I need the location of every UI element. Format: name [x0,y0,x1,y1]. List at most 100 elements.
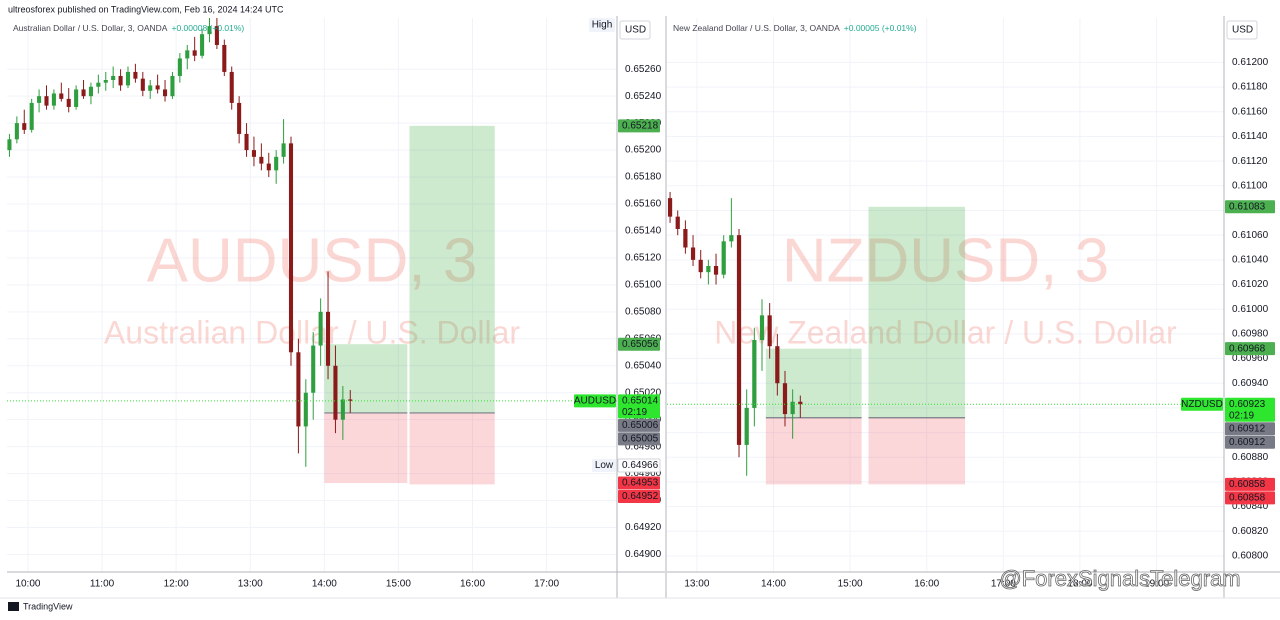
profit-zone [324,344,408,413]
candle-body [318,311,323,346]
profit-zone [868,206,966,418]
price-label: 0.60858 [1229,479,1266,490]
x-tick-label: 19:00 [1144,579,1169,590]
price-tag-box [592,459,616,473]
candle-body [14,123,19,140]
y-tick-label: 0.60800 [1232,551,1269,562]
x-tick-label: 15:00 [838,579,863,590]
price-label-box [1225,477,1275,491]
symbol-header: New Zealand Dollar / U.S. Dollar, 3, OAN… [673,23,917,33]
description-watermark: Australian Dollar / U.S. Dollar [104,314,520,350]
price-label-box [618,337,660,351]
plot-area: AUDUSD, 3 Australian Dollar / U.S. Dollar [7,18,617,572]
candle-body [200,34,205,56]
y-tick-label: 0.60840 [1232,501,1269,512]
watermark: @ForexSignalsTelegram [999,566,1240,591]
candle-body [706,266,711,273]
price-label: 0.65014 [622,395,659,406]
candle-body [274,156,279,171]
candle-body [721,241,726,275]
price-label-box [618,119,660,133]
candle-body [103,80,108,83]
price-label: 0.60968 [1229,343,1266,354]
chart-panel: AUDUSD, 3 Australian Dollar / U.S. Dollar… [7,16,665,598]
price-label: 0.65056 [622,339,659,350]
price-label-box [1225,422,1275,436]
price-label: 0.61083 [1229,201,1266,212]
price-label: 0.60923 [1229,399,1266,410]
x-tick-label: 14:00 [761,579,786,590]
candle-body [303,392,308,427]
candle-body [7,139,12,151]
price-label: 0.60912 [1229,437,1266,448]
candle-body [207,26,212,35]
y-tick-label: 0.60940 [1232,378,1269,389]
chart-panel: NZDUSD, 3 New Zealand Dollar / U.S. Dolla… [665,16,1280,598]
y-tick-label: 0.65140 [625,226,662,237]
y-tick-label: 0.61180 [1232,82,1268,93]
symbol-watermark: NZDUSD, 3 [782,226,1109,295]
candle-body [74,89,79,107]
candle-body [782,383,788,415]
price-label-box [1225,435,1275,449]
y-tick-label: 0.65120 [625,253,662,264]
symbol-description: Australian Dollar / U.S. Dollar, 3, OAND… [13,23,168,33]
candle-body [185,50,190,59]
candle-body [125,71,131,86]
candle-body [259,156,264,164]
candle-body [667,198,673,217]
price-label: 0.65005 [622,433,659,444]
y-tick-label: 0.61020 [1232,279,1269,290]
price-label-box [618,432,660,446]
price-label-box [1225,397,1275,422]
candle-body [348,399,353,401]
candle-body [251,150,256,157]
candle-body [698,259,703,273]
price-label-box [618,418,660,432]
price-label: 0.65006 [622,420,659,431]
y-tick-label: 0.60960 [1232,353,1269,364]
price-label-box [1225,200,1275,214]
profit-zone [765,348,862,418]
y-tick-label: 0.65080 [625,306,662,317]
candle-body [81,89,86,97]
candle-body [244,133,249,151]
x-tick-label: 17:00 [991,579,1016,590]
price-tag: Low [595,460,614,471]
price-label: 0.64952 [622,491,659,502]
candle-body [767,315,772,347]
candle-body [790,401,795,415]
x-tick-label: 15:00 [386,579,411,590]
currency: USD [625,25,646,36]
plot-area: NZDUSD, 3 New Zealand Dollar / U.S. Dolla… [667,18,1224,572]
y-tick-label: 0.65040 [625,360,662,371]
symbol-watermark: AUDUSD, 3 [147,226,478,295]
price-change: +0.00005 (+0.01%) [844,23,917,33]
loss-zone [765,417,862,485]
candle-body [736,235,742,445]
candle-body [222,44,227,72]
loss-zone [868,417,966,485]
candle-body [170,75,175,97]
countdown: 02:19 [622,407,647,418]
candle-body [296,352,301,427]
currency-box [619,20,651,40]
price-tag-box [574,394,616,408]
y-tick-label: 0.64980 [625,441,662,452]
candle-body [140,78,145,91]
candle-body [759,315,765,341]
price-label: 0.64966 [622,460,659,471]
candle-body [66,98,71,107]
y-tick-label: 0.61200 [1232,57,1269,68]
price-label: 0.60912 [1229,423,1266,434]
candle-body [177,58,182,76]
candle-body [690,247,696,260]
candle-body [155,85,160,90]
price-tag-box [1181,397,1223,411]
high-tag-box [589,18,615,32]
candle-body [163,89,168,97]
candle-body [88,86,93,97]
symbol-description: New Zealand Dollar / U.S. Dollar, 3, OAN… [673,23,840,33]
y-tick-label: 0.61040 [1232,254,1269,265]
